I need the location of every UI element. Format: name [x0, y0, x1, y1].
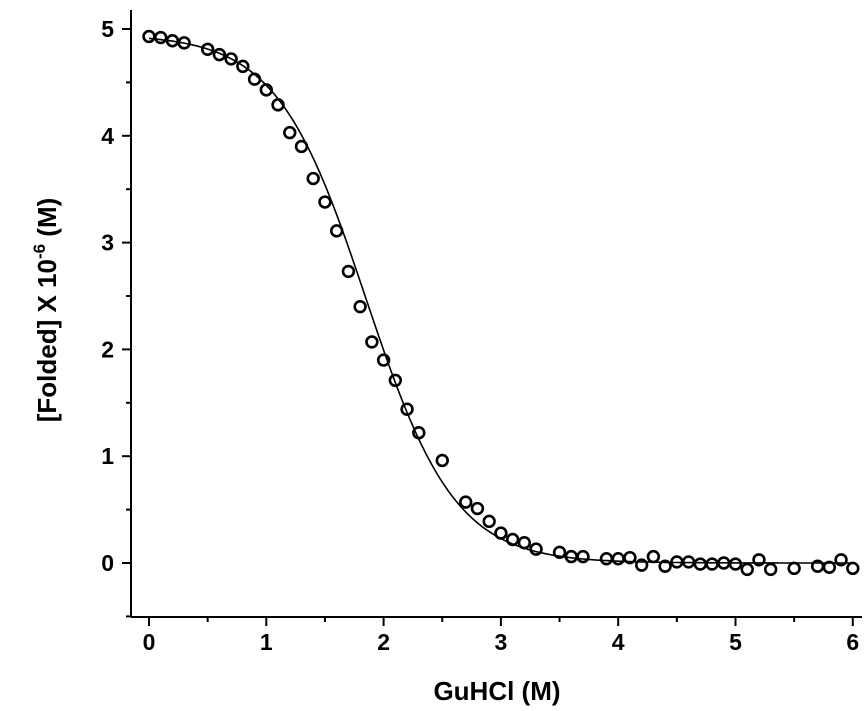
data-point	[576, 549, 590, 564]
x-tick-label: 6	[846, 629, 859, 655]
x-tick-label: 3	[495, 629, 508, 655]
data-point	[517, 536, 532, 550]
data-point	[212, 47, 227, 62]
y-tick-label: 1	[101, 443, 114, 469]
data-point	[435, 453, 449, 468]
data-point	[494, 526, 508, 540]
data-point	[247, 72, 262, 86]
y-tick-label: 5	[101, 16, 114, 42]
plot-area: 0 1 2 3 4 5 6 0 1 2 3 4 5	[101, 10, 862, 655]
data-point	[412, 426, 426, 440]
data-point	[294, 139, 309, 154]
data-point	[353, 299, 367, 314]
data-point	[705, 557, 719, 571]
y-axis-title-main: [Folded] X 10	[32, 259, 62, 422]
data-point	[376, 353, 391, 367]
data-point	[634, 558, 649, 572]
data-point	[658, 559, 672, 573]
x-tick-label: 4	[612, 629, 625, 655]
data-point	[552, 545, 567, 560]
data-point	[611, 552, 625, 566]
data-point	[752, 553, 766, 567]
data-point	[388, 373, 403, 388]
data-point	[341, 264, 356, 279]
x-tick-label: 1	[260, 629, 273, 655]
data-point	[318, 195, 332, 209]
data-point	[283, 125, 297, 140]
data-point	[259, 83, 273, 97]
y-tick-label: 3	[101, 230, 114, 256]
fit-curve	[148, 37, 853, 564]
x-tick-label: 0	[143, 629, 156, 655]
data-point	[529, 542, 543, 556]
data-point	[400, 402, 414, 416]
data-points	[142, 29, 860, 577]
data-point	[646, 549, 661, 564]
y-tick-label: 2	[101, 336, 114, 362]
data-point	[306, 171, 320, 186]
data-point	[482, 514, 496, 529]
data-point	[834, 553, 848, 567]
data-point	[505, 532, 520, 547]
data-point	[177, 36, 191, 50]
data-point	[200, 42, 215, 56]
data-point	[623, 550, 637, 565]
data-point	[740, 562, 754, 577]
data-point	[365, 335, 379, 349]
ticks	[122, 28, 854, 626]
y-tick-label: 4	[101, 123, 114, 149]
x-tick-label: 5	[729, 629, 742, 655]
y-axis-title: [Folded] X 10-6 (M)	[30, 198, 62, 423]
data-point	[846, 561, 860, 576]
y-axis-title-exponent: -6	[30, 244, 49, 259]
y-tick-label: 0	[101, 550, 114, 576]
data-point	[271, 98, 285, 112]
data-point	[599, 552, 614, 566]
data-point	[236, 59, 250, 74]
y-axis-title-unit: (M)	[32, 198, 62, 244]
data-point	[728, 557, 743, 571]
tick-labels: 0 1 2 3 4 5 6 0 1 2 3 4 5	[101, 16, 859, 655]
x-tick-label: 2	[377, 629, 390, 655]
data-point	[822, 560, 837, 574]
data-point	[329, 224, 344, 238]
data-point	[763, 562, 778, 577]
x-axis-title: GuHCl (M)	[433, 676, 560, 706]
data-point	[693, 557, 708, 571]
data-point	[154, 30, 168, 45]
data-point	[787, 561, 801, 576]
data-point	[142, 29, 156, 44]
data-point	[459, 495, 473, 509]
data-point	[224, 52, 238, 66]
data-point	[470, 501, 485, 516]
